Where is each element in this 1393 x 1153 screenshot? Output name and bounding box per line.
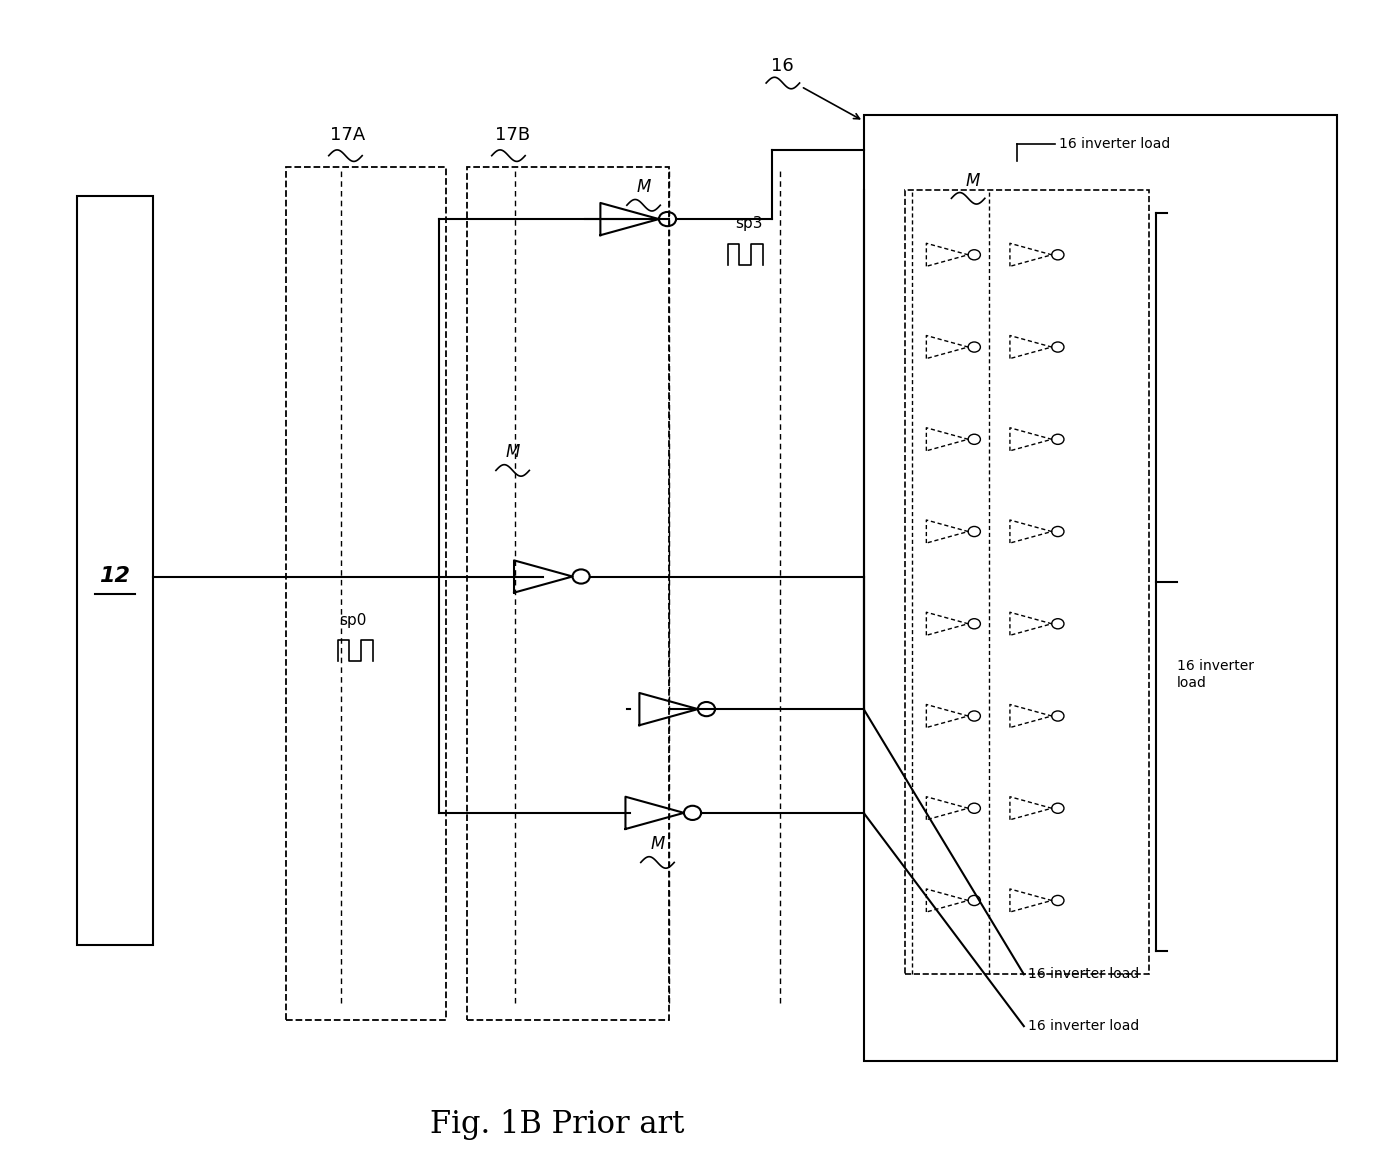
- Text: M: M: [965, 172, 979, 190]
- Text: 12: 12: [99, 566, 130, 587]
- Text: M: M: [506, 443, 520, 461]
- Text: sp0: sp0: [338, 613, 366, 628]
- Bar: [77, 196, 153, 945]
- Bar: [864, 115, 1337, 1061]
- Text: 17A: 17A: [330, 126, 365, 144]
- Text: 17B: 17B: [495, 126, 529, 144]
- Text: sp3: sp3: [736, 216, 763, 231]
- Text: 16 inverter load: 16 inverter load: [1028, 1019, 1139, 1033]
- Text: M: M: [651, 835, 664, 853]
- Text: 16 inverter load: 16 inverter load: [1028, 967, 1139, 981]
- Text: M: M: [637, 178, 651, 196]
- Text: 16 inverter
load: 16 inverter load: [1177, 660, 1254, 689]
- Text: 16: 16: [772, 56, 794, 75]
- Text: Fig. 1B Prior art: Fig. 1B Prior art: [430, 1109, 684, 1139]
- Text: 16 inverter load: 16 inverter load: [1059, 137, 1170, 151]
